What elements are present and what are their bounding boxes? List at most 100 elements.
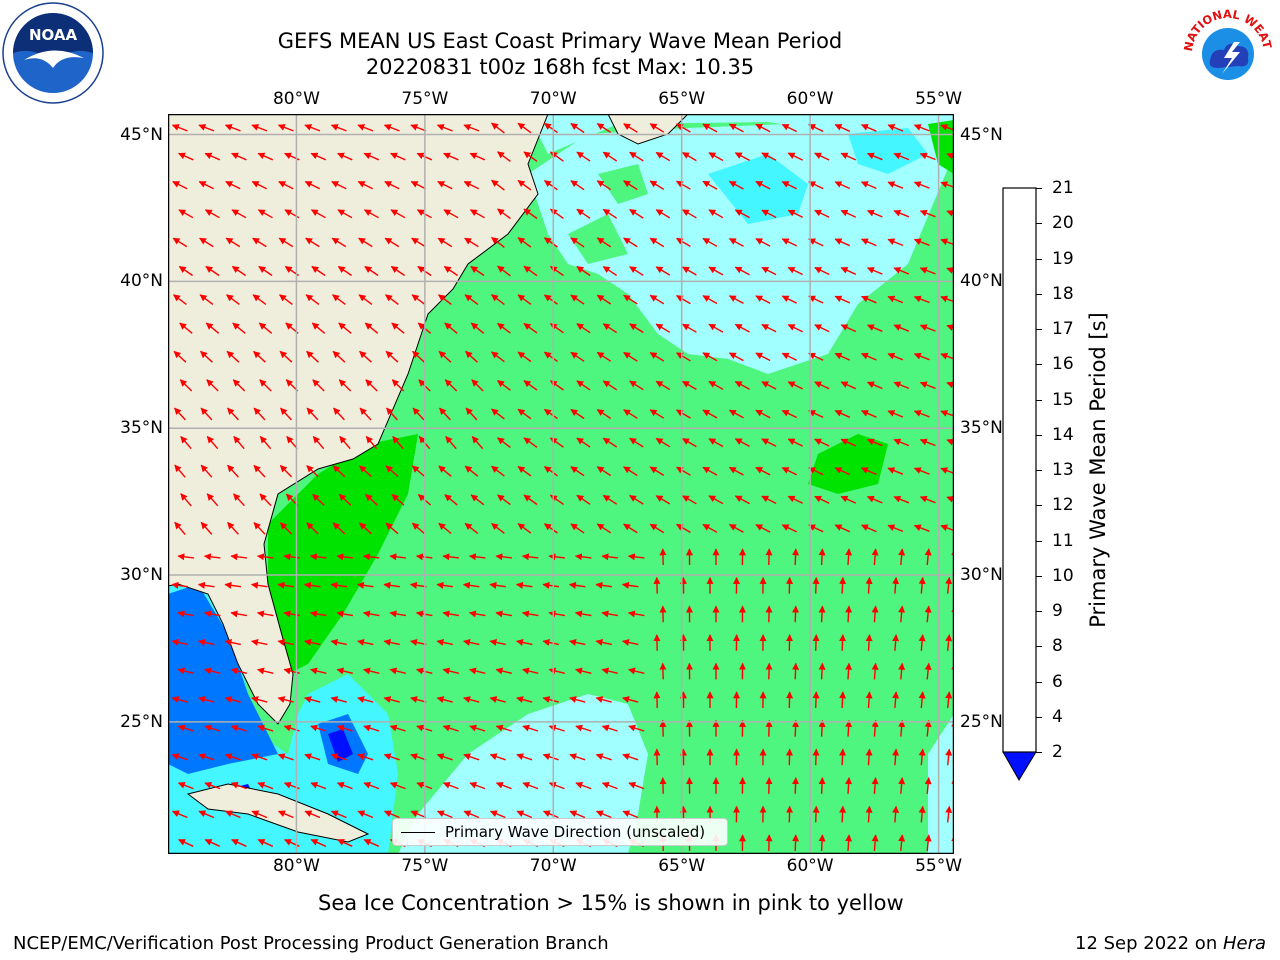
wave-arrow [491,522,505,534]
wave-arrow [471,379,484,392]
wave-arrow [543,122,558,134]
wave-arrow [871,605,879,623]
wave-arrow [734,152,750,162]
wave-arrow [383,810,400,819]
wave-arrow [283,553,300,561]
colorbar-tick [1036,188,1042,189]
wave-arrow [568,581,586,589]
wave-arrow [865,576,873,594]
colorbar-tick-label: 13 [1052,460,1074,480]
wave-arrow [252,294,267,305]
wave-arrow [230,781,247,790]
wave-arrow [517,465,532,477]
wave-arrow [792,777,800,794]
wave-arrow [808,524,824,533]
wave-arrow [204,839,221,847]
wave-arrow [172,180,188,190]
wave-arrow [865,634,873,651]
wave-arrow [257,781,274,790]
wave-arrow [259,493,272,507]
wave-arrow [860,238,877,247]
wave-arrow [761,323,777,333]
wave-arrow [364,322,379,334]
wave-arrow [231,152,247,161]
wave-arrow [336,610,354,618]
footer-host: Hera [1222,933,1266,954]
wave-arrow [569,753,586,761]
wave-arrow [257,724,274,732]
wave-arrow [279,465,293,478]
wave-arrow [623,294,638,305]
wave-arrow [205,322,220,334]
wave-arrow [178,152,194,161]
lon-label-top: 55°W [915,89,963,109]
wave-arrow [462,581,480,589]
wave-arrow [337,839,353,847]
colorbar-tick [1036,505,1042,507]
wave-arrow [279,522,293,535]
wave-arrow [497,322,511,334]
map-gridlines [168,114,954,854]
wave-arrow [444,322,458,334]
wave-arrow [227,521,239,535]
wave-arrow [918,634,926,651]
wave-arrow [946,209,954,217]
wave-arrow [543,294,558,305]
wave-arrow [570,466,585,477]
wave-arrow [548,610,566,618]
wave-arrow [542,581,559,589]
wave-arrow [623,351,638,362]
wave-arrow [871,777,879,794]
lat-label-right: 35°N [960,418,1003,439]
wave-arrow [495,781,512,790]
wave-arrow [860,124,877,132]
wave-arrow [834,181,851,190]
nws-logo-icon: NATIONAL WEATHER SERVICE [1178,2,1276,100]
wave-arrow [174,521,186,535]
wave-arrow [442,553,459,561]
wave-arrow [649,352,665,362]
colorbar-tick [1036,470,1042,471]
wave-arrow [412,407,425,421]
wave-arrow [436,810,453,819]
wave-arrow [521,553,539,561]
wave-arrow [812,691,820,709]
lat-label-right: 30°N [960,565,1003,586]
wave-arrow [708,323,724,333]
wave-arrow [628,667,645,675]
colorbar-tick-label: 17 [1052,319,1074,339]
wave-arrow [233,435,245,450]
ocean-gulf-2-4s [168,584,278,774]
wave-arrow [570,237,585,248]
wave-arrow [392,435,404,450]
wave-arrow [708,152,724,162]
wave-arrow [570,351,585,362]
wave-arrow [277,696,294,703]
wave-arrow [543,351,558,362]
wave-arrow [330,810,347,819]
colorbar-tick-label: 2 [1052,742,1063,762]
wave-arrow [364,265,379,277]
wave-period-map [168,114,954,854]
wave-arrow [728,352,744,362]
wave-arrow [410,639,427,646]
wave-arrow [627,553,645,561]
wave-arrow [728,123,744,133]
colorbar-tick-label: 6 [1052,671,1063,692]
wave-arrow [893,324,910,332]
wave-arrow [363,152,380,161]
wave-arrow [468,553,486,561]
wave-arrow [226,350,240,363]
wave-arrow [310,667,327,675]
wave-arrow [311,265,326,277]
wave-arrow [814,266,830,276]
wave-arrow [887,124,904,132]
wave-arrow [497,494,511,506]
wave-arrow [734,495,750,505]
wave-arrow [543,466,558,477]
wave-arrow [177,610,195,618]
wave-arrow [357,124,374,132]
wave-arrow [439,407,451,421]
colorbar-tick-label: 14 [1052,424,1074,445]
wave-arrow [542,810,559,819]
